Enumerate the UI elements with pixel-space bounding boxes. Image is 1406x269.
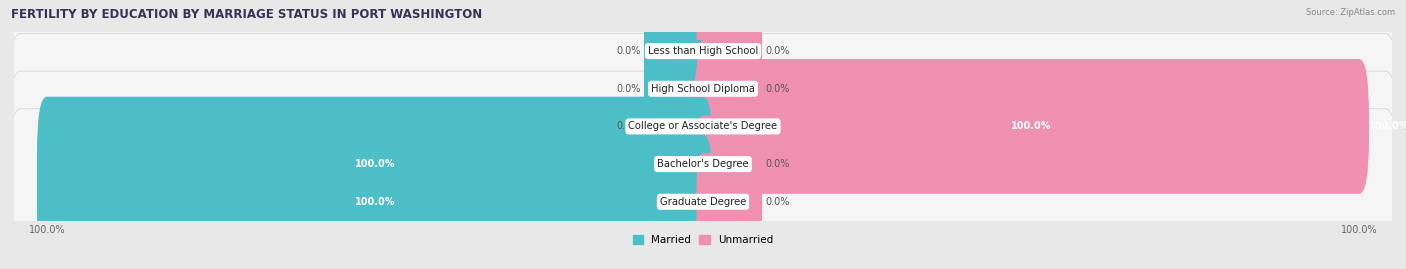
Text: FERTILITY BY EDUCATION BY MARRIAGE STATUS IN PORT WASHINGTON: FERTILITY BY EDUCATION BY MARRIAGE STATU… bbox=[11, 8, 482, 21]
Text: 100.0%: 100.0% bbox=[1369, 121, 1406, 132]
Text: 0.0%: 0.0% bbox=[765, 46, 790, 56]
FancyBboxPatch shape bbox=[7, 0, 1399, 182]
Text: 0.0%: 0.0% bbox=[765, 84, 790, 94]
Text: Graduate Degree: Graduate Degree bbox=[659, 197, 747, 207]
Text: College or Associate's Degree: College or Associate's Degree bbox=[628, 121, 778, 132]
FancyBboxPatch shape bbox=[7, 71, 1399, 257]
FancyBboxPatch shape bbox=[696, 2, 762, 100]
Text: 100.0%: 100.0% bbox=[354, 197, 395, 207]
Text: 0.0%: 0.0% bbox=[616, 46, 641, 56]
Text: 0.0%: 0.0% bbox=[616, 121, 641, 132]
Text: 0.0%: 0.0% bbox=[616, 84, 641, 94]
Text: 0.0%: 0.0% bbox=[765, 197, 790, 207]
FancyBboxPatch shape bbox=[7, 109, 1399, 269]
FancyBboxPatch shape bbox=[696, 40, 762, 137]
FancyBboxPatch shape bbox=[696, 153, 762, 250]
FancyBboxPatch shape bbox=[644, 2, 710, 100]
Legend: Married, Unmarried: Married, Unmarried bbox=[628, 231, 778, 249]
FancyBboxPatch shape bbox=[37, 97, 713, 232]
Text: 100.0%: 100.0% bbox=[1011, 121, 1052, 132]
FancyBboxPatch shape bbox=[696, 115, 762, 213]
Text: High School Diploma: High School Diploma bbox=[651, 84, 755, 94]
Text: 0.0%: 0.0% bbox=[765, 159, 790, 169]
FancyBboxPatch shape bbox=[37, 134, 713, 269]
FancyBboxPatch shape bbox=[7, 33, 1399, 220]
Text: Source: ZipAtlas.com: Source: ZipAtlas.com bbox=[1306, 8, 1395, 17]
FancyBboxPatch shape bbox=[644, 40, 710, 137]
FancyBboxPatch shape bbox=[693, 59, 1369, 194]
FancyBboxPatch shape bbox=[644, 78, 710, 175]
Text: Bachelor's Degree: Bachelor's Degree bbox=[657, 159, 749, 169]
Text: 100.0%: 100.0% bbox=[354, 159, 395, 169]
FancyBboxPatch shape bbox=[7, 0, 1399, 144]
Text: Less than High School: Less than High School bbox=[648, 46, 758, 56]
